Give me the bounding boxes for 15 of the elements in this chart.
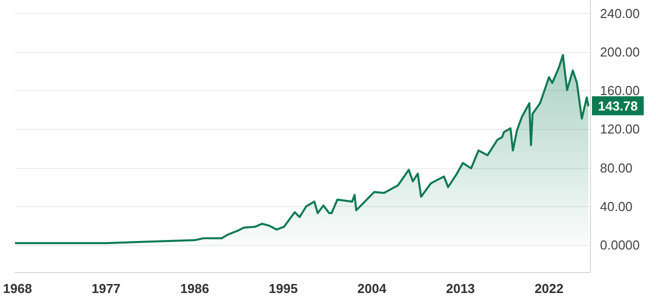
x-tick-label: 1995 bbox=[268, 281, 298, 296]
y-tick-label: 120.00 bbox=[600, 122, 640, 137]
y-tick-label: 160.00 bbox=[600, 83, 640, 98]
y-tick-label: 200.00 bbox=[600, 44, 640, 60]
y-tick-label: 0.0000 bbox=[600, 237, 640, 252]
x-tick-label: 1968 bbox=[3, 281, 32, 296]
y-tick-label: 40.00 bbox=[600, 198, 633, 214]
x-tick-label: 2013 bbox=[446, 281, 475, 296]
annotation: 143.78 bbox=[598, 98, 638, 114]
x-tick-label: 1977 bbox=[92, 281, 121, 296]
y-tick-label: 240.00 bbox=[600, 6, 640, 22]
y-tick-label: 80.00 bbox=[600, 160, 633, 176]
x-tick-label: 1986 bbox=[180, 281, 210, 296]
x-tick-label: 2022 bbox=[534, 281, 564, 296]
x-tick-label: 2004 bbox=[357, 281, 388, 296]
